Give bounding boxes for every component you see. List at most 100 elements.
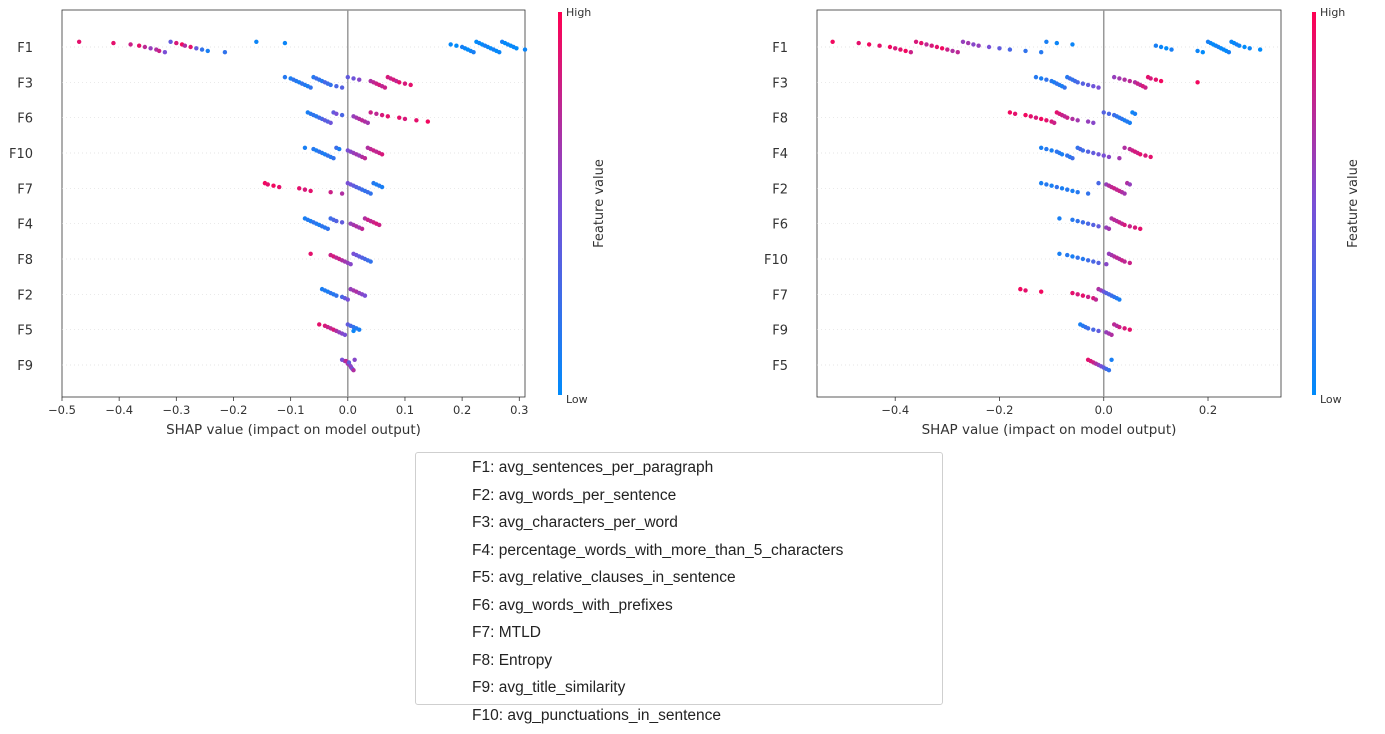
x-tick-label: −0.4 [105, 403, 133, 417]
shap-point [1075, 190, 1080, 195]
shap-point [1096, 180, 1101, 186]
shap-point [111, 40, 116, 46]
shap-point [1158, 44, 1164, 50]
x-tick-label: −0.2 [986, 403, 1014, 417]
shap-point [1158, 78, 1164, 84]
shap-point [1012, 111, 1018, 116]
shap-point [1065, 252, 1070, 258]
shap-point [1080, 148, 1086, 153]
shap-point [76, 39, 82, 44]
shap-point [830, 39, 835, 44]
shap-point [887, 44, 893, 50]
shap-point [352, 357, 357, 362]
shap-point [1127, 78, 1133, 84]
shap-point [365, 120, 371, 126]
colorbar-high-label: High [1320, 6, 1345, 19]
shap-point [339, 191, 345, 196]
shap-plot-left: F1 F3 F6 F10 F7 F4 F8 F2 F5 F9 −0.5 −0.4 −0.3 −0.2 −0.… [0, 0, 680, 445]
shap-point [385, 114, 391, 119]
shap-point [1106, 368, 1112, 373]
x-tick-label: −0.3 [162, 403, 190, 417]
shap-point [1093, 297, 1099, 302]
shap-point [334, 293, 339, 298]
shap-point [205, 48, 210, 54]
shap-point [1044, 39, 1049, 44]
shap-point [1044, 182, 1049, 187]
shap-point [351, 76, 356, 81]
x-tick-label: 0.0 [339, 403, 357, 417]
shap-point [368, 110, 373, 115]
feature-label: F9 [17, 359, 33, 374]
shap-plot-right: F1 F3 F8 F4 F2 F6 F10 F7 F9 F5 −0.4 −0.2 0.0 0.2 SHAP … [700, 0, 1385, 445]
shap-beeswarm-left: F1 F3 F6 F10 F7 F4 F8 F2 F5 F9 −0.5 −0.4 −0.3 −0.2 −0.… [9, 6, 607, 438]
shap-point [182, 43, 188, 48]
shap-point [877, 43, 882, 48]
shap-point [194, 46, 199, 51]
shap-point [1080, 256, 1086, 262]
shap-point [1247, 46, 1252, 51]
shap-point [397, 80, 402, 85]
feature-label: F7 [17, 182, 33, 197]
feature-label: F4 [17, 218, 33, 233]
shap-point [1038, 180, 1044, 186]
shap-point [1065, 187, 1070, 192]
feature-label: F3 [772, 76, 788, 91]
colorbar [1312, 12, 1316, 395]
shap-point [362, 156, 368, 161]
shap-point [1085, 326, 1091, 331]
shap-point [357, 77, 362, 82]
shap-point [359, 226, 365, 232]
shap-point [265, 182, 270, 187]
shap-point [960, 39, 966, 44]
shap-point [408, 82, 413, 88]
shap-point [282, 40, 288, 46]
shap-point [334, 218, 339, 224]
shap-point [908, 50, 914, 55]
plot-frame [816, 9, 1282, 398]
shap-point [1122, 191, 1127, 196]
shap-point [1096, 328, 1101, 334]
shap-point [1070, 42, 1075, 47]
shap-point [1075, 255, 1080, 260]
shap-point [945, 47, 950, 52]
legend-item-f5: F5: avg_relative_clauses_in_sentence [472, 569, 736, 586]
shap-point [1075, 118, 1080, 123]
colorbar [558, 12, 562, 395]
shap-point [1091, 84, 1096, 89]
shap-point [162, 50, 168, 55]
shap-point [1057, 216, 1062, 221]
shap-point [1101, 153, 1106, 158]
shap-point [377, 222, 382, 228]
shap-point [1080, 293, 1086, 298]
legend-item-f10: F10: avg_punctuations_in_sentence [472, 706, 722, 724]
shap-point [1044, 118, 1049, 123]
legend-item-f1: F1: avg_sentences_per_paragraph [472, 459, 714, 476]
shap-point [950, 48, 955, 54]
shap-point [1007, 110, 1013, 115]
shap-point [1044, 77, 1049, 82]
shap-point [345, 297, 351, 302]
shap-point [1132, 111, 1138, 116]
feature-label: F5 [17, 324, 33, 339]
legend-item-f9: F9: avg_title_similarity [472, 679, 626, 696]
shap-point [345, 74, 351, 80]
shap-point [328, 82, 333, 88]
shap-point [402, 116, 408, 122]
shap-point [1038, 289, 1044, 294]
shap-point [1122, 259, 1127, 264]
shap-point [1226, 50, 1232, 55]
x-tick-label: 0.3 [510, 403, 528, 417]
shap-point [1075, 218, 1080, 224]
shap-point [1117, 297, 1122, 302]
feature-label: F7 [772, 288, 788, 303]
shap-point [929, 43, 934, 48]
shap-point [382, 85, 388, 90]
shap-point [1109, 357, 1114, 362]
shap-point [1052, 120, 1057, 126]
shap-point [1065, 115, 1070, 120]
shap-point [156, 48, 162, 54]
shap-point [1023, 48, 1028, 54]
shap-point [1070, 254, 1075, 259]
shap-point [348, 262, 353, 267]
legend-item-f3: F3: avg_characters_per_word [472, 514, 678, 531]
